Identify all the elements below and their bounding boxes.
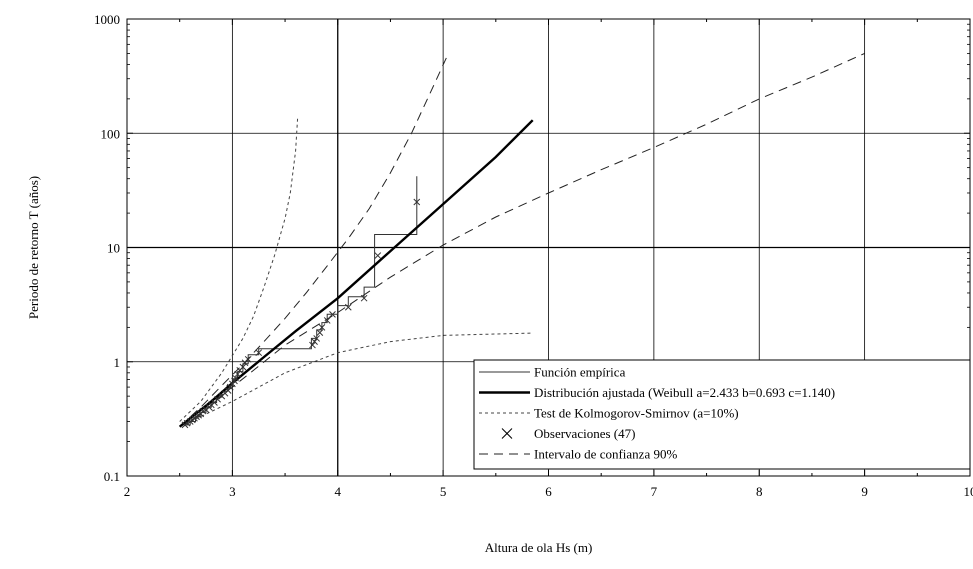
observation-cross-b <box>323 317 331 324</box>
legend-item: Observaciones (47) <box>501 426 635 441</box>
x-tick-label: 4 <box>335 484 342 499</box>
legend-label: Observaciones (47) <box>534 426 635 441</box>
observation-point <box>313 335 321 342</box>
y-tick-label: 10 <box>107 241 120 256</box>
series-line-long-dash <box>179 53 449 428</box>
observation-cross-b <box>255 349 263 357</box>
observation-point <box>226 383 234 391</box>
x-tick-label: 2 <box>124 484 131 499</box>
observation-cross-b <box>360 294 368 302</box>
series-line-short-dash <box>179 332 533 428</box>
observation-cross-b <box>207 401 215 409</box>
x-tick-label: 10 <box>964 484 973 499</box>
observation-cross-b <box>214 395 221 403</box>
legend-label: Test de Kolmogorov-Smirnov (a=10%) <box>534 406 739 421</box>
y-tick-label: 1000 <box>94 12 120 27</box>
observation-point <box>232 374 239 382</box>
observation-cross-b <box>329 310 336 318</box>
legend-item: Función empírica <box>479 365 626 380</box>
legend-item: Intervalo de confianza 90% <box>479 447 677 462</box>
observation-point <box>316 329 324 336</box>
legend-box <box>473 359 971 470</box>
x-tick-label: 7 <box>651 484 658 499</box>
observation-cross-b <box>344 303 352 311</box>
series-layer <box>178 52 865 428</box>
legend-items: Función empírica Distribución ajustada (W… <box>479 365 835 462</box>
observation-point <box>374 252 382 259</box>
y-axis-label: Periodo de retorno T (años) <box>26 176 41 319</box>
legend-label: Intervalo de confianza 90% <box>534 447 677 462</box>
legend-label: Función empírica <box>534 365 626 380</box>
observation-cross-b <box>229 380 236 388</box>
x-tick-label: 8 <box>756 484 763 499</box>
observation-cross-b <box>413 198 421 206</box>
observation-cross-b <box>313 335 321 342</box>
series-line-long-dash <box>179 52 865 428</box>
observation-point <box>234 370 241 378</box>
observation-point <box>318 324 326 331</box>
observation-cross-b <box>239 363 247 371</box>
observation-cross-b <box>234 370 241 378</box>
y-tick-label: 0.1 <box>104 469 120 484</box>
observation-cross-b <box>374 252 382 259</box>
observation-markers <box>181 198 421 429</box>
observation-point <box>309 341 316 349</box>
legend-item: Distribución ajustada (Weibull a=2.433 b… <box>479 385 835 400</box>
y-tick-label: 100 <box>101 126 121 141</box>
observation-point <box>323 317 331 324</box>
x-tick-label: 3 <box>229 484 236 499</box>
observation-cross-b <box>232 374 239 382</box>
legend-cross-b <box>501 428 513 439</box>
observation-cross-b <box>316 329 324 336</box>
legend-label: Distribución ajustada (Weibull a=2.433 b… <box>534 385 835 400</box>
y-tick-label: 1 <box>114 355 121 370</box>
x-tick-label: 6 <box>545 484 552 499</box>
axis-ticks: 2 3 4 5 6 7 8 9 10 0.1 1 10 100 1000 <box>94 12 973 499</box>
observation-cross-b <box>226 383 234 391</box>
observation-cross-b <box>224 387 232 394</box>
observation-point <box>244 355 252 363</box>
observation-point <box>207 401 215 409</box>
series-line-thin-solid <box>185 176 418 426</box>
observation-point <box>214 395 221 403</box>
observation-point <box>183 419 191 427</box>
observation-point <box>311 338 318 345</box>
x-axis-label: Altura de ola Hs (m) <box>485 540 593 555</box>
x-tick-label: 9 <box>861 484 868 499</box>
observation-cross-b <box>183 419 191 427</box>
legend-item: Test de Kolmogorov-Smirnov (a=10%) <box>479 406 739 421</box>
observation-point <box>224 387 232 394</box>
grid-lines <box>127 19 970 476</box>
observation-point <box>344 303 352 311</box>
observation-cross-b <box>311 338 318 345</box>
observation-cross-b <box>318 324 326 331</box>
legend: Función empírica Distribución ajustada (W… <box>473 359 971 470</box>
observation-cross-b <box>244 355 252 363</box>
observation-point <box>255 349 263 357</box>
observation-point <box>329 310 336 318</box>
observation-point <box>239 363 247 371</box>
x-tick-label: 5 <box>440 484 447 499</box>
series-line-thick-solid <box>178 119 534 428</box>
observation-point <box>413 198 421 206</box>
series-line-short-dash <box>179 116 299 422</box>
observation-point <box>360 294 368 302</box>
observation-cross-b <box>309 341 316 349</box>
observation-point <box>229 380 236 388</box>
